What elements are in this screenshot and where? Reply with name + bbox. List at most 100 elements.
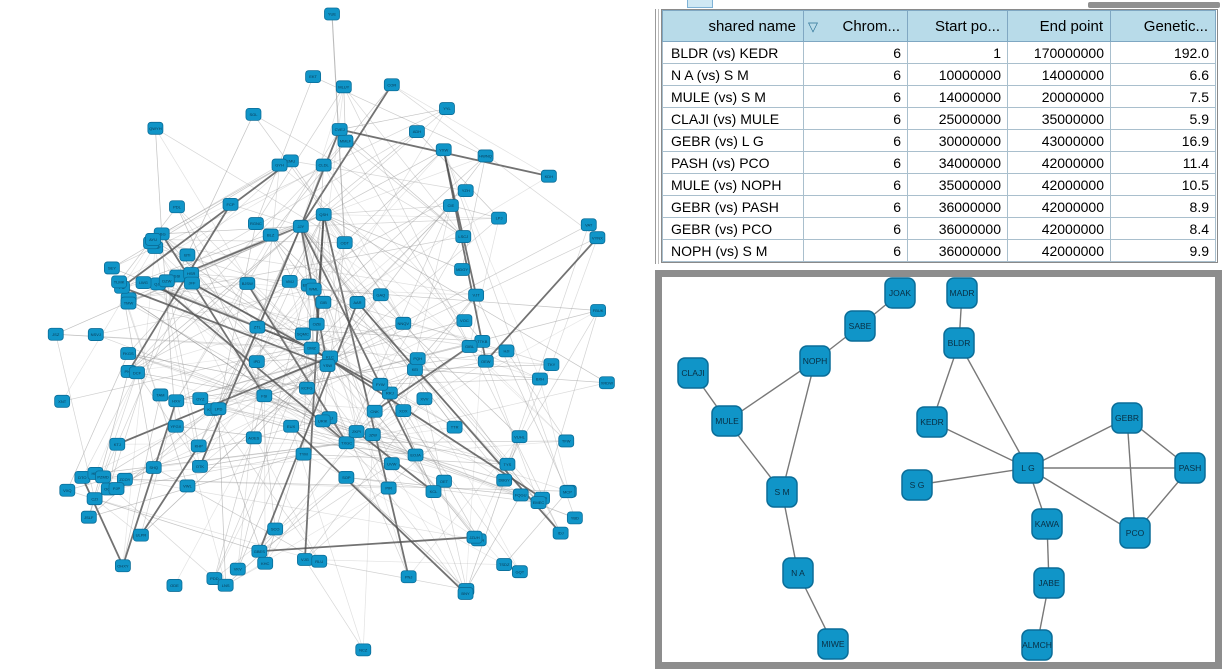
- node-shape[interactable]: [916, 406, 948, 438]
- node-shape[interactable]: [120, 347, 137, 360]
- network-node[interactable]: SOP: [338, 471, 355, 484]
- network-edge[interactable]: [257, 326, 483, 342]
- network-edge[interactable]: [357, 205, 452, 303]
- node-shape[interactable]: [409, 125, 425, 138]
- node-shape[interactable]: [499, 457, 516, 471]
- table-cell[interactable]: 192.0: [1110, 41, 1216, 64]
- node-shape[interactable]: [395, 404, 412, 418]
- network-node[interactable]: ZKPI: [348, 425, 365, 438]
- network-edge[interactable]: [121, 287, 188, 487]
- network-edge[interactable]: [128, 302, 357, 432]
- network-node[interactable]: XRDW: [598, 376, 615, 390]
- network-edge[interactable]: [61, 233, 162, 402]
- node-shape[interactable]: [943, 327, 975, 359]
- network-edge[interactable]: [259, 369, 416, 552]
- subnetwork-edge-noph-s-m[interactable]: [781, 360, 816, 493]
- network-node[interactable]: SQMC: [294, 327, 311, 341]
- network-node[interactable]: RLU: [311, 554, 328, 568]
- node-shape[interactable]: [86, 492, 103, 506]
- table-cell[interactable]: 35000000: [907, 173, 1008, 196]
- subnetwork-node-gebr[interactable]: GEBR: [1111, 402, 1143, 434]
- node-shape[interactable]: [303, 341, 320, 355]
- network-node[interactable]: KCL: [425, 485, 442, 499]
- network-edge[interactable]: [323, 214, 500, 219]
- table-cell[interactable]: 14000000: [1007, 63, 1111, 86]
- table-cell[interactable]: 34000000: [907, 151, 1008, 174]
- node-shape[interactable]: [129, 366, 145, 380]
- network-edge[interactable]: [258, 302, 359, 552]
- network-edge[interactable]: [316, 108, 448, 325]
- network-node[interactable]: YUE: [324, 7, 340, 21]
- network-node[interactable]: JFF: [184, 276, 200, 290]
- network-node[interactable]: TSDZ: [496, 558, 513, 571]
- table-cell[interactable]: 42000000: [1007, 217, 1111, 240]
- subnetwork-node-s-m[interactable]: S M: [766, 476, 798, 508]
- network-node[interactable]: DZW: [158, 274, 175, 288]
- network-node[interactable]: MDGY: [454, 263, 470, 276]
- network-edge[interactable]: [128, 302, 312, 349]
- table-cell[interactable]: BLDR (vs) KEDR: [662, 41, 804, 64]
- table-cell[interactable]: 43000000: [1007, 129, 1111, 152]
- network-node[interactable]: JSLF: [80, 510, 97, 524]
- network-edge[interactable]: [247, 283, 357, 432]
- node-shape[interactable]: [946, 277, 978, 309]
- network-edge[interactable]: [391, 84, 550, 177]
- table-cell[interactable]: 11.4: [1110, 151, 1216, 174]
- network-edge[interactable]: [485, 360, 541, 380]
- node-shape[interactable]: [210, 402, 227, 416]
- network-node[interactable]: XVV: [416, 392, 433, 406]
- network-node[interactable]: CVEJ: [331, 123, 348, 136]
- network-edge[interactable]: [346, 382, 607, 444]
- node-shape[interactable]: [145, 461, 162, 474]
- network-edge[interactable]: [300, 217, 500, 227]
- network-edge[interactable]: [485, 237, 599, 362]
- node-shape[interactable]: [314, 414, 331, 428]
- network-node[interactable]: JSZ: [47, 327, 64, 341]
- node-shape[interactable]: [248, 217, 264, 230]
- subnetwork-edge-gebr-pco[interactable]: [1126, 417, 1136, 534]
- network-edge[interactable]: [121, 160, 292, 288]
- network-edge[interactable]: [461, 155, 486, 270]
- table-cell[interactable]: 36000000: [907, 195, 1008, 218]
- network-edge[interactable]: [94, 498, 260, 552]
- node-shape[interactable]: [1119, 517, 1151, 549]
- node-shape[interactable]: [456, 314, 473, 328]
- network-node[interactable]: EUX: [283, 419, 300, 433]
- network-edge[interactable]: [346, 477, 539, 503]
- network-node[interactable]: LPD: [210, 402, 227, 416]
- node-shape[interactable]: [135, 276, 152, 290]
- network-edge[interactable]: [88, 453, 304, 518]
- network-edge[interactable]: [136, 372, 201, 467]
- subnetwork-edge-pco-l-g[interactable]: [1027, 467, 1136, 534]
- network-edge[interactable]: [264, 224, 589, 397]
- network-node[interactable]: TTR: [446, 420, 463, 434]
- node-shape[interactable]: [217, 578, 234, 592]
- node-shape[interactable]: [109, 437, 126, 451]
- network-node[interactable]: GQT: [511, 565, 528, 579]
- network-node[interactable]: CZI: [86, 492, 103, 506]
- node-shape[interactable]: [598, 376, 615, 390]
- table-cell[interactable]: 42000000: [1007, 195, 1111, 218]
- network-edge[interactable]: [323, 214, 463, 270]
- column-header-start-po[interactable]: Start po...: [907, 10, 1008, 42]
- network-edge[interactable]: [211, 409, 320, 562]
- network-edge[interactable]: [302, 205, 452, 335]
- node-shape[interactable]: [111, 275, 127, 289]
- network-edge[interactable]: [415, 454, 505, 481]
- network-node[interactable]: YYL: [439, 102, 455, 115]
- node-shape[interactable]: [152, 388, 169, 402]
- network-edge[interactable]: [311, 347, 409, 577]
- network-node[interactable]: VWL: [179, 479, 196, 493]
- network-edge[interactable]: [225, 477, 347, 586]
- network-node[interactable]: XNT: [54, 394, 71, 408]
- node-shape[interactable]: [338, 471, 355, 484]
- node-shape[interactable]: [455, 230, 472, 243]
- network-node[interactable]: URIK: [314, 414, 331, 428]
- network-edge[interactable]: [140, 445, 200, 536]
- node-shape[interactable]: [179, 479, 196, 493]
- network-edge[interactable]: [211, 409, 266, 564]
- network-node[interactable]: QWYH: [147, 121, 164, 135]
- network-node[interactable]: DCF: [129, 366, 145, 380]
- node-shape[interactable]: [416, 392, 433, 406]
- network-node[interactable]: VYNX: [589, 231, 606, 245]
